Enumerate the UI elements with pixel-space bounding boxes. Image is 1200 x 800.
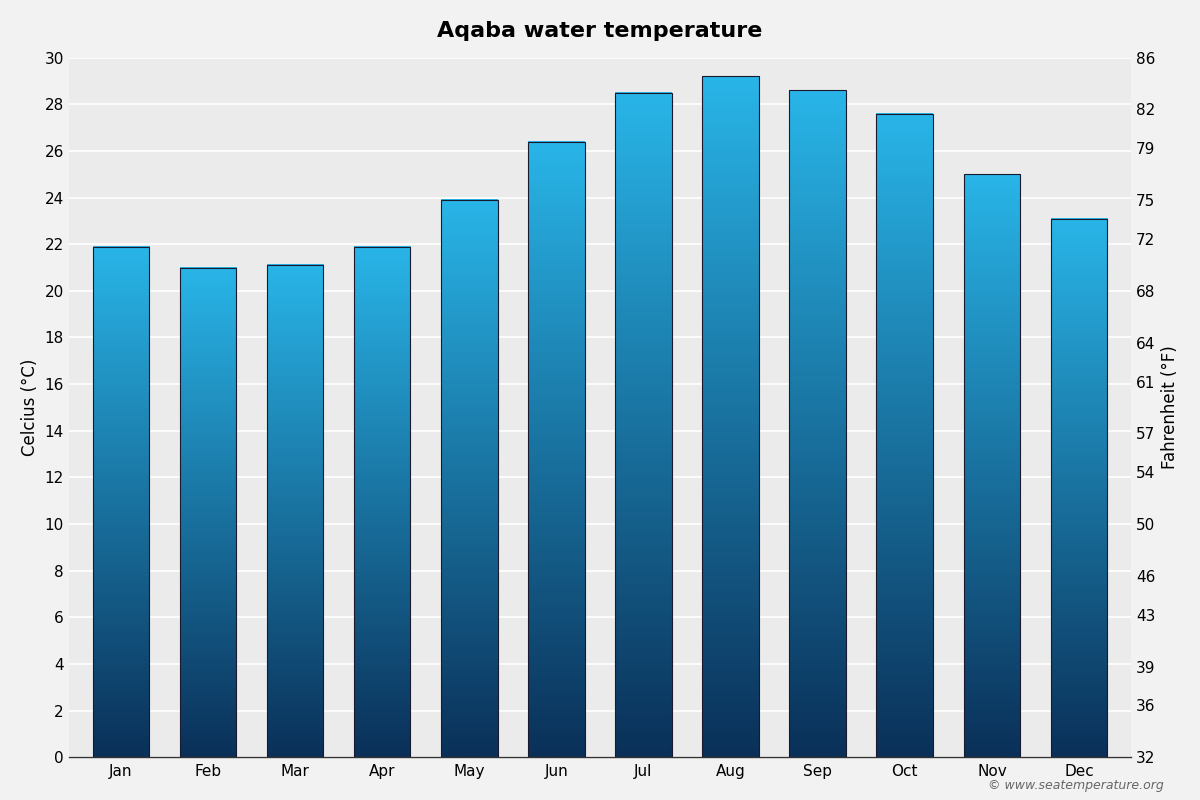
Bar	[876, 114, 934, 758]
Bar	[440, 200, 498, 758]
Bar	[702, 76, 758, 758]
Bar	[616, 93, 672, 758]
Y-axis label: Fahrenheit (°F): Fahrenheit (°F)	[1162, 346, 1180, 470]
Title: Aqaba water temperature: Aqaba water temperature	[437, 21, 763, 41]
Bar	[964, 174, 1020, 758]
Bar	[790, 90, 846, 758]
Bar	[180, 267, 236, 758]
Bar	[1051, 218, 1108, 758]
Bar	[92, 246, 149, 758]
Bar	[266, 266, 323, 758]
Y-axis label: Celcius (°C): Celcius (°C)	[20, 358, 38, 456]
Bar	[354, 246, 410, 758]
Text: © www.seatemperature.org: © www.seatemperature.org	[989, 779, 1164, 792]
Bar	[528, 142, 584, 758]
